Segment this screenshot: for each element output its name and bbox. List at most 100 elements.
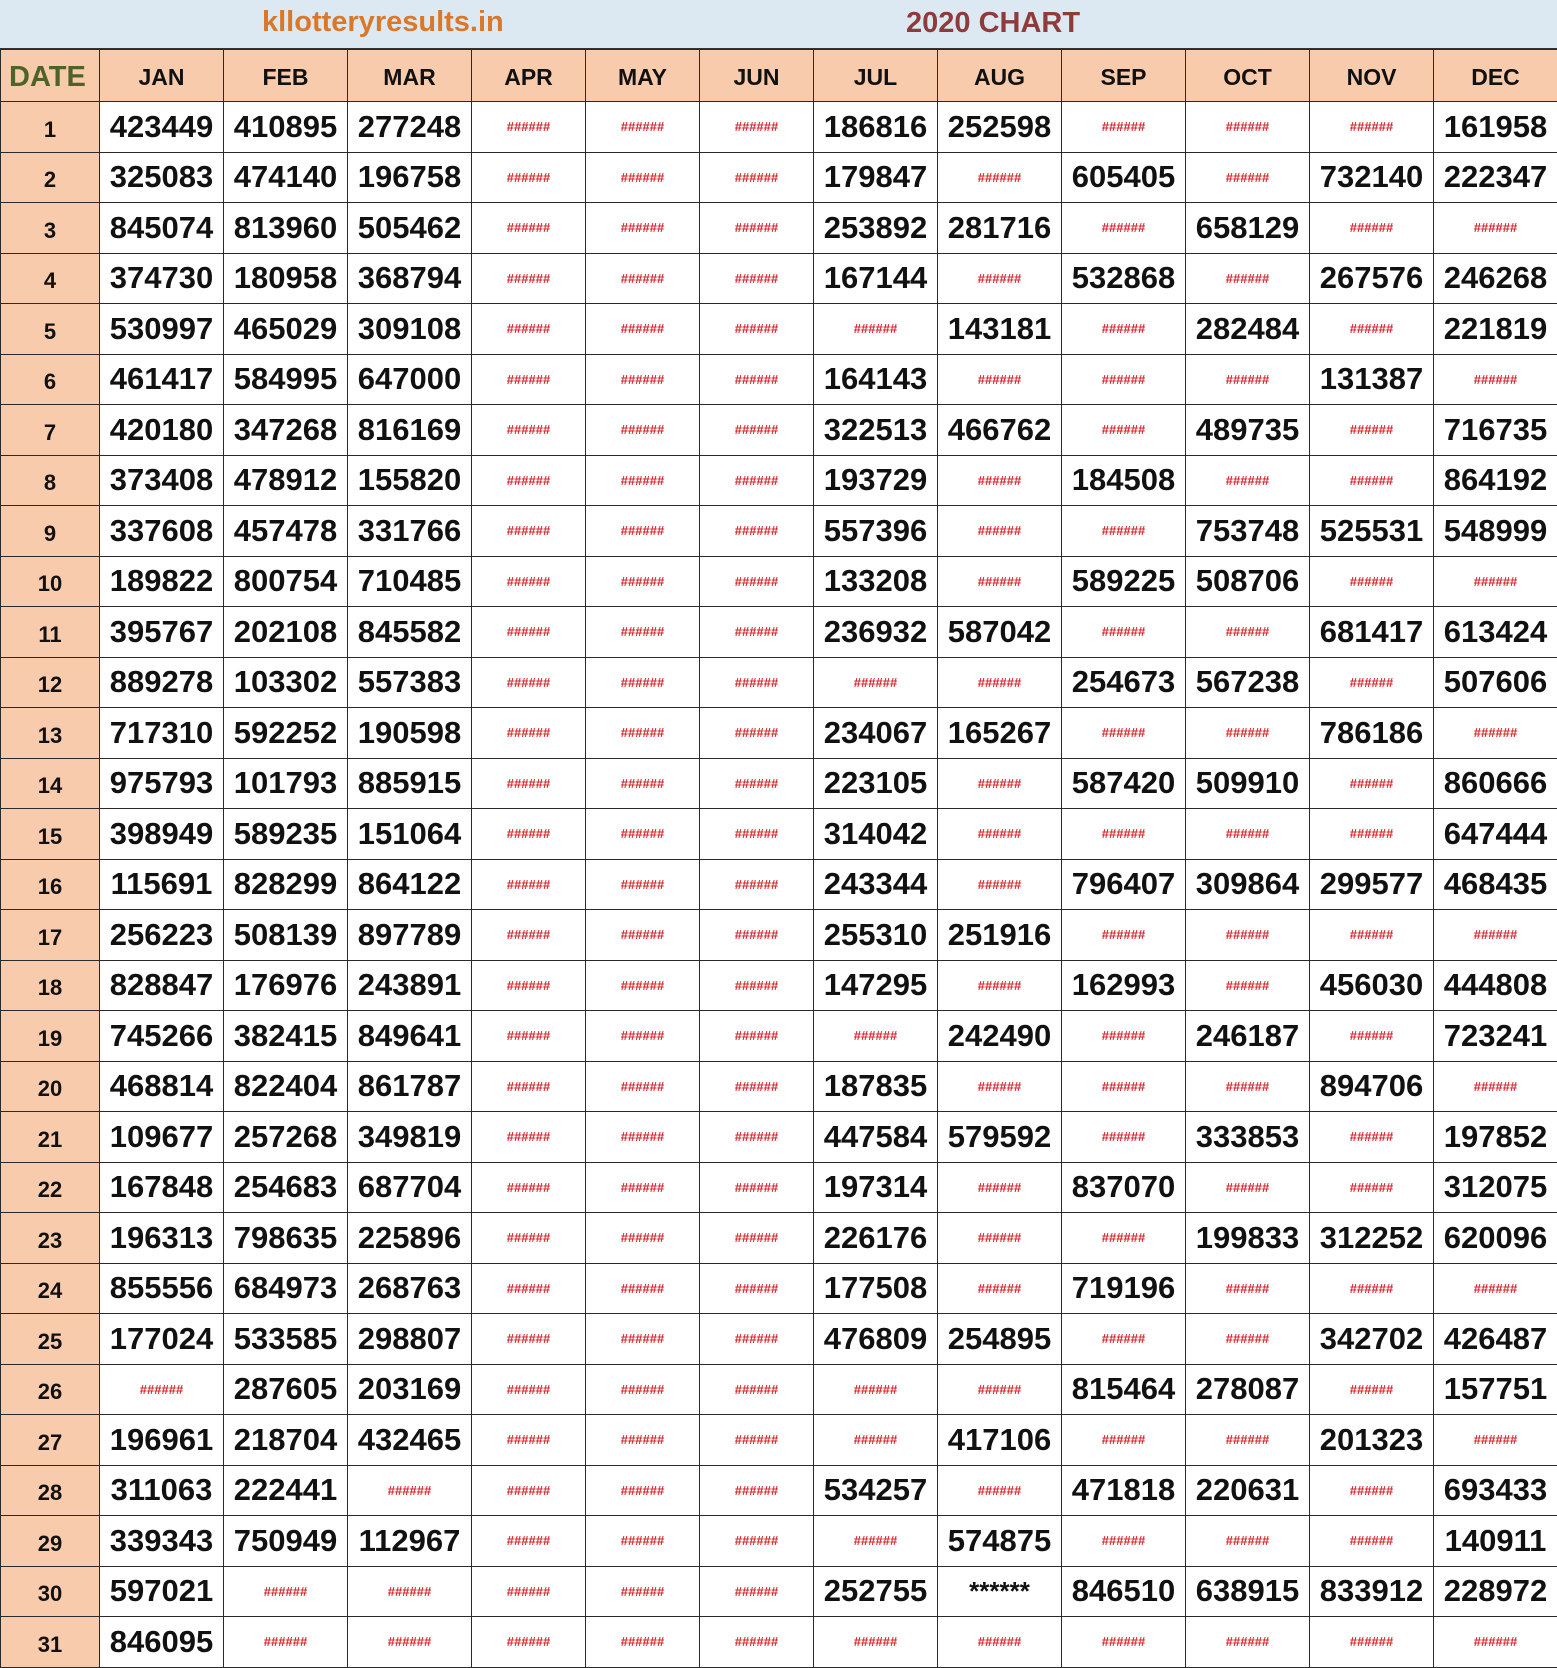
result-cell: 197852 [1434,1112,1557,1163]
no-draw-cell: ###### [586,1011,700,1062]
result-cell: 478912 [224,455,348,506]
no-draw-cell: ###### [1062,1213,1186,1264]
month-header-sep: SEP [1062,50,1186,102]
result-cell: 165267 [938,708,1062,759]
result-cell: 845582 [348,607,472,658]
result-cell: 889278 [100,657,224,708]
date-cell: 1 [1,102,100,153]
month-header-jul: JUL [814,50,938,102]
no-draw-cell: ###### [700,1162,814,1213]
no-draw-cell: ###### [1062,607,1186,658]
no-draw-cell: ###### [472,607,586,658]
no-draw-cell: ###### [938,1465,1062,1516]
result-cell: 753748 [1186,506,1310,557]
date-cell: 16 [1,859,100,910]
result-cell: 860666 [1434,758,1557,809]
no-draw-cell: ###### [1062,304,1186,355]
no-draw-cell: ###### [700,506,814,557]
result-cell: 201323 [1310,1415,1434,1466]
result-cell: 800754 [224,556,348,607]
no-draw-cell: ###### [586,1213,700,1264]
no-draw-cell: ###### [472,1061,586,1112]
result-cell: 287605 [224,1364,348,1415]
no-draw-cell: ###### [586,455,700,506]
no-draw-cell: ###### [224,1566,348,1617]
no-draw-cell: ###### [1062,1516,1186,1567]
result-cell: 225896 [348,1213,472,1264]
result-cell: 861787 [348,1061,472,1112]
no-draw-cell: ###### [700,1314,814,1365]
result-cell: 587042 [938,607,1062,658]
result-cell: 557383 [348,657,472,708]
month-header-apr: APR [472,50,586,102]
no-draw-cell: ###### [586,304,700,355]
result-cell: 309108 [348,304,472,355]
result-cell: 312252 [1310,1213,1434,1264]
chart-title: 2020 CHART [906,7,1080,40]
result-cell: 822404 [224,1061,348,1112]
result-cell: 256223 [100,910,224,961]
no-draw-cell: ###### [1062,1415,1186,1466]
result-cell: 234067 [814,708,938,759]
result-cell: 193729 [814,455,938,506]
no-draw-cell: ###### [472,304,586,355]
no-draw-cell: ###### [472,152,586,203]
result-cell: 309864 [1186,859,1310,910]
no-draw-cell: ###### [1310,657,1434,708]
no-draw-cell: ###### [472,1011,586,1062]
no-draw-cell: ###### [472,354,586,405]
result-cell: 975793 [100,758,224,809]
result-cell: 444808 [1434,960,1557,1011]
no-draw-cell: ###### [1310,1011,1434,1062]
no-draw-cell: ###### [700,1011,814,1062]
no-draw-cell: ###### [586,607,700,658]
no-draw-cell: ###### [472,1364,586,1415]
date-cell: 28 [1,1465,100,1516]
no-draw-cell: ###### [938,657,1062,708]
result-cell: 196313 [100,1213,224,1264]
result-cell: 373408 [100,455,224,506]
result-cell: 710485 [348,556,472,607]
result-cell: 186816 [814,102,938,153]
result-cell: 243891 [348,960,472,1011]
no-draw-cell: ###### [1062,102,1186,153]
no-draw-cell: ###### [472,809,586,860]
date-cell: 10 [1,556,100,607]
no-draw-cell: ###### [938,809,1062,860]
no-draw-cell: ###### [1310,1162,1434,1213]
no-draw-cell: ###### [1310,1263,1434,1314]
result-cell: 417106 [938,1415,1062,1466]
result-cell: 846510 [1062,1566,1186,1617]
month-header-mar: MAR [348,50,472,102]
no-draw-cell: ###### [938,1364,1062,1415]
no-draw-cell: ###### [938,758,1062,809]
no-draw-cell: ###### [938,859,1062,910]
no-draw-cell: ###### [1310,910,1434,961]
no-draw-cell: ###### [700,1061,814,1112]
no-draw-cell: ###### [472,253,586,304]
no-draw-cell: ###### [1434,354,1557,405]
result-cell: 222347 [1434,152,1557,203]
date-cell: 21 [1,1112,100,1163]
no-draw-cell: ###### [1434,556,1557,607]
result-cell: 268763 [348,1263,472,1314]
date-cell: 31 [1,1617,100,1668]
no-draw-cell: ###### [1186,910,1310,961]
result-cell: 243344 [814,859,938,910]
no-draw-cell: ###### [586,809,700,860]
result-cell: 251916 [938,910,1062,961]
no-draw-cell: ###### [1062,506,1186,557]
date-cell: 8 [1,455,100,506]
no-draw-cell: ###### [472,405,586,456]
no-draw-cell: ###### [586,1112,700,1163]
no-draw-cell: ###### [1434,1061,1557,1112]
no-draw-cell: ###### [1062,1011,1186,1062]
result-cell: 894706 [1310,1061,1434,1112]
